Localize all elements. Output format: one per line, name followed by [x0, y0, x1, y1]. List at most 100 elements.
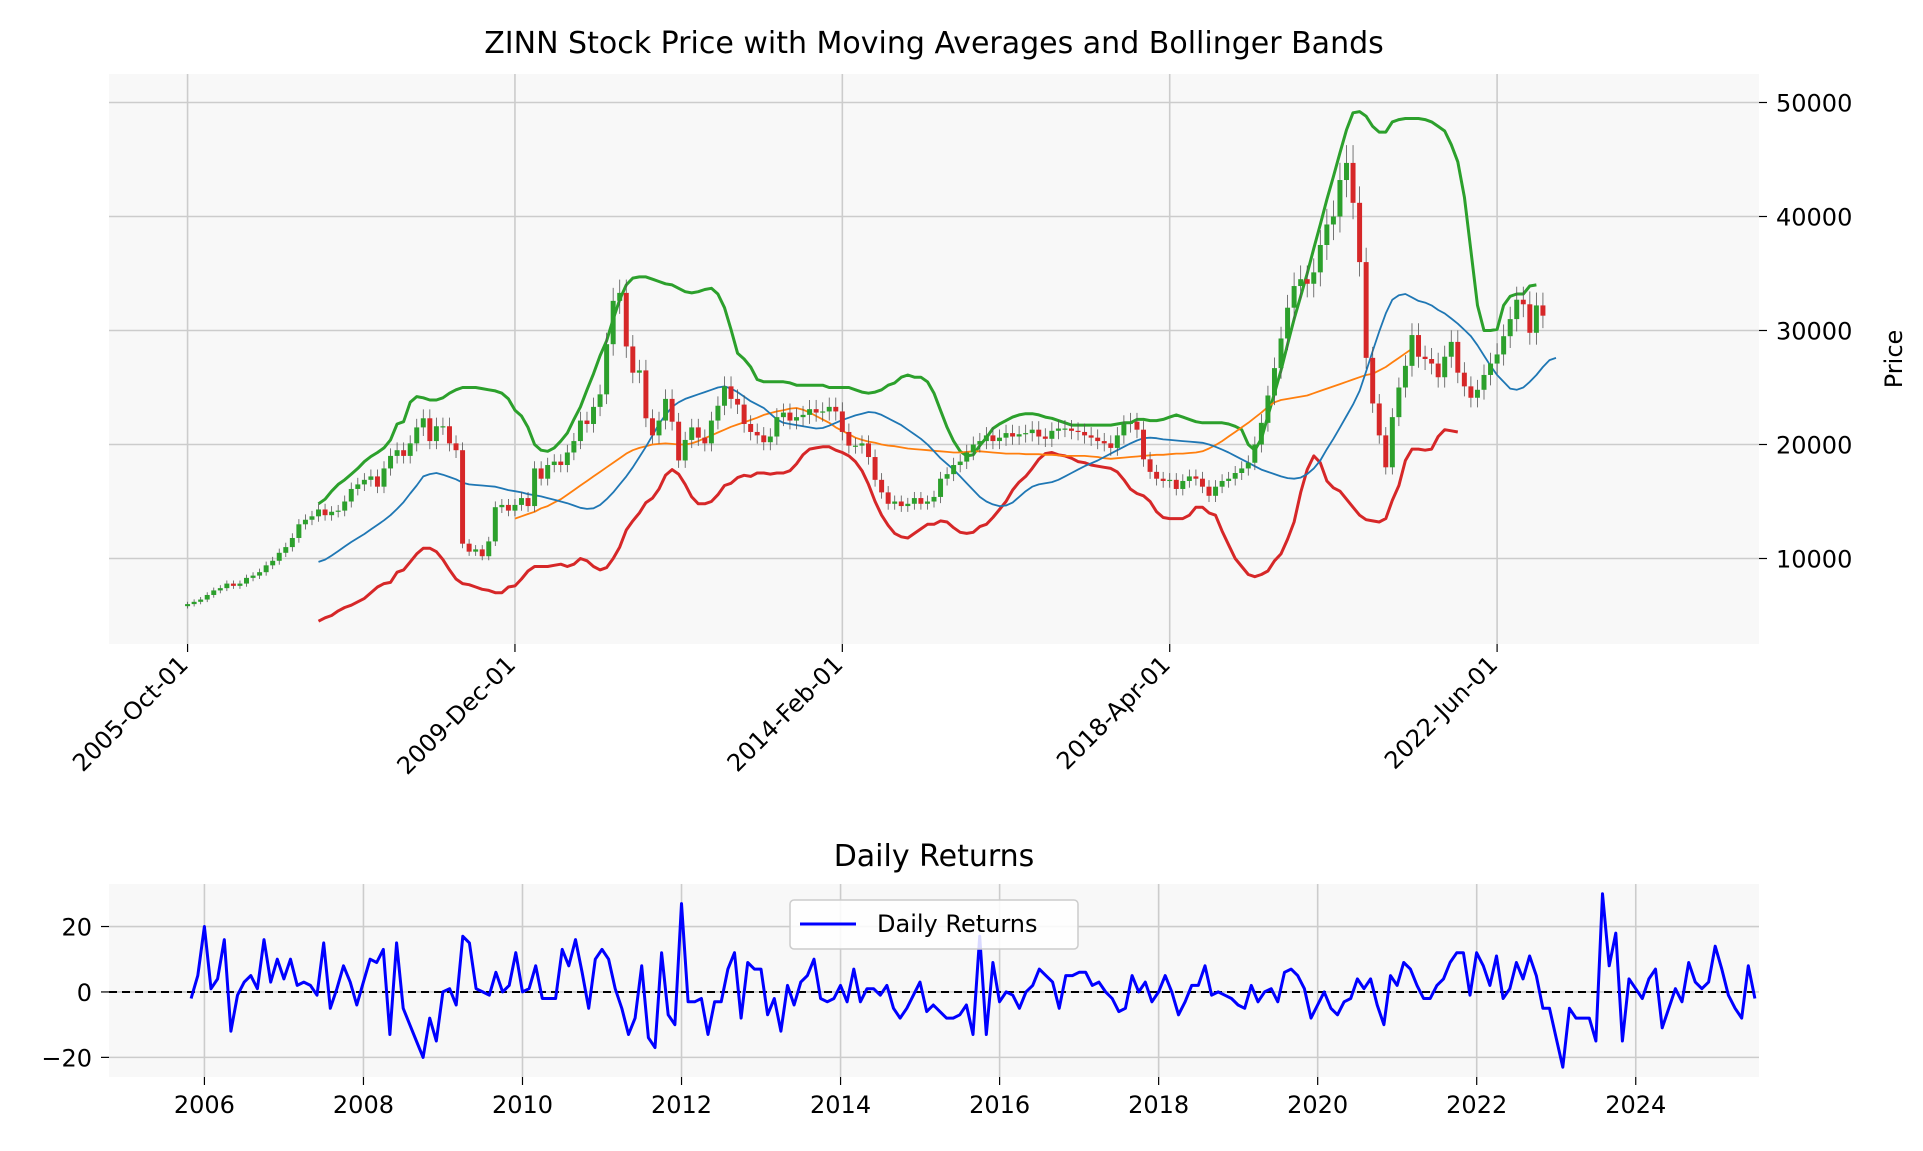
candle-body-up — [892, 501, 898, 504]
returns-y-tick-label: 0 — [77, 979, 92, 1007]
returns-x-tick-label: 2018 — [1128, 1091, 1189, 1119]
candle — [440, 417, 446, 435]
candle — [859, 435, 865, 454]
candle — [833, 397, 839, 421]
lower-bollinger-band — [317, 428, 1459, 623]
candle — [401, 442, 407, 464]
lower-band-line — [317, 428, 1459, 623]
candle — [1173, 473, 1179, 496]
candle-body-up — [1324, 224, 1330, 245]
candle-body-up — [931, 496, 937, 502]
candle-body-up — [721, 386, 727, 406]
candle — [807, 399, 813, 424]
candle-body-up — [1474, 389, 1480, 398]
candle — [1291, 272, 1297, 321]
candle — [649, 409, 655, 444]
candle — [191, 599, 197, 607]
candle-body-up — [1337, 180, 1343, 217]
candle-body-up — [1317, 245, 1323, 273]
candle — [237, 580, 243, 589]
price-x-tick-label: 2018-Apr-01 — [1051, 650, 1176, 775]
candle-body-up — [905, 503, 911, 507]
returns-x-tick-label: 2010 — [492, 1091, 553, 1119]
candle — [1095, 429, 1101, 450]
candle — [1416, 323, 1422, 368]
candle-body-up — [545, 465, 551, 479]
candle-body-up — [807, 409, 813, 415]
candle — [1317, 230, 1323, 287]
candle-body-up — [381, 468, 387, 487]
candle — [1501, 324, 1507, 366]
candle — [571, 432, 577, 461]
candle — [741, 395, 747, 433]
candle-body-up — [1501, 336, 1507, 355]
candle-body-up — [302, 519, 308, 525]
candle-body-up — [224, 583, 230, 589]
candle-body-up — [826, 406, 832, 412]
candle — [1239, 461, 1245, 480]
candle-body-down — [846, 431, 852, 446]
candle — [335, 504, 341, 518]
price-x-tick-label: 2009-Dec-01 — [392, 650, 522, 780]
candle-body-down — [643, 370, 649, 419]
candle-body-up — [355, 484, 361, 489]
candle — [1062, 420, 1068, 438]
candle — [316, 503, 322, 522]
candle — [564, 444, 570, 473]
candle — [800, 405, 806, 427]
candle — [414, 418, 420, 452]
legend-box — [789, 899, 1079, 950]
candle-body-up — [1127, 421, 1133, 424]
candle-body-up — [852, 445, 858, 447]
candle-body-up — [1023, 433, 1029, 435]
candle — [577, 411, 583, 450]
candle-body-up — [1514, 299, 1520, 320]
candle — [604, 332, 610, 405]
candle — [1082, 423, 1088, 444]
candle-body-up — [1167, 479, 1173, 482]
candle-body-up — [1285, 307, 1291, 339]
candle — [361, 473, 367, 491]
returns-x-tick-label: 2020 — [1287, 1091, 1348, 1119]
candle — [394, 442, 400, 464]
candle — [388, 448, 394, 476]
candle-body-down — [1141, 429, 1147, 460]
candle — [1494, 343, 1500, 375]
candle — [1199, 471, 1205, 494]
candle — [558, 454, 564, 473]
candle — [433, 417, 439, 450]
candle — [735, 389, 741, 414]
candle — [682, 431, 688, 468]
candle-body-up — [1055, 428, 1061, 431]
candle — [519, 491, 524, 511]
candle — [1141, 421, 1147, 467]
candle — [289, 533, 295, 552]
candle — [1271, 357, 1277, 406]
candle — [669, 389, 675, 431]
candle-body-up — [394, 450, 400, 456]
candle-body-up — [440, 426, 446, 428]
candle — [1167, 473, 1173, 488]
candle — [780, 403, 786, 427]
candle — [761, 427, 767, 451]
candle-body-down — [230, 583, 236, 586]
price-x-axis-ticks: 2005-Oct-01 2009-Dec-01 2014-Feb-01 2018-Ap… — [67, 644, 1503, 780]
candle-body-up — [800, 414, 806, 418]
candle-body-down — [322, 509, 328, 516]
candle-body-down — [623, 292, 629, 347]
candle — [1036, 421, 1042, 445]
candle-body-up — [342, 501, 348, 511]
candle-body-up — [682, 439, 688, 461]
returns-legend: Daily Returns — [789, 899, 1079, 950]
candle — [1029, 421, 1035, 442]
price-plot-area — [109, 74, 1759, 644]
candle — [1396, 377, 1402, 427]
candle-body-up — [473, 549, 479, 552]
candle — [1455, 330, 1461, 384]
candle — [964, 444, 970, 469]
candle-body-down — [460, 450, 466, 544]
candle — [322, 503, 328, 521]
candle-body-up — [924, 501, 930, 504]
